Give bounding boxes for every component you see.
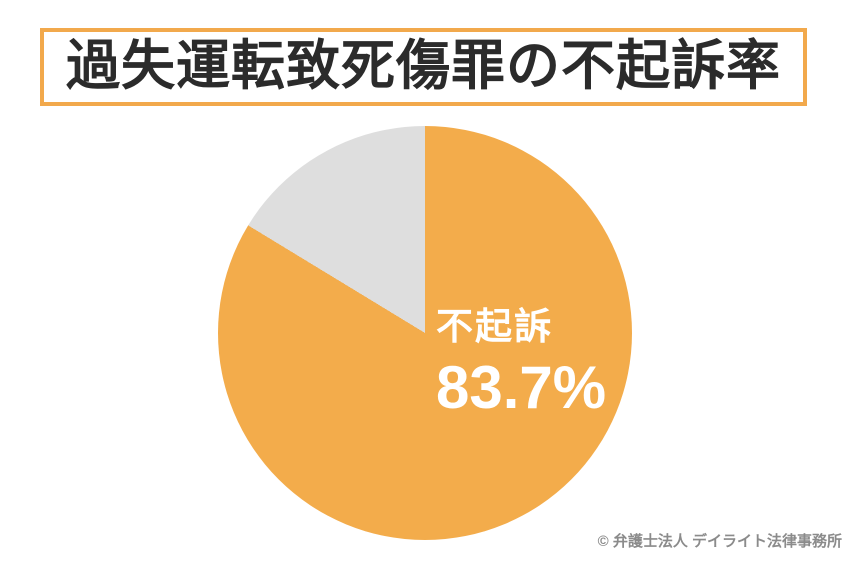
pie-slice-percent-label: 83.7% <box>436 353 607 421</box>
pie-slice-name-label: 不起訴 <box>436 306 553 347</box>
copyright-text: © 弁護士法人 デイライト法律事務所 <box>597 533 842 550</box>
pie-slice-label-group: 不起訴 83.7% <box>436 306 606 421</box>
chart-title-box: 過失運転致死傷罪の不起訴率 <box>40 28 807 106</box>
chart-title: 過失運転致死傷罪の不起訴率 <box>66 36 781 96</box>
pie-chart <box>218 126 632 540</box>
